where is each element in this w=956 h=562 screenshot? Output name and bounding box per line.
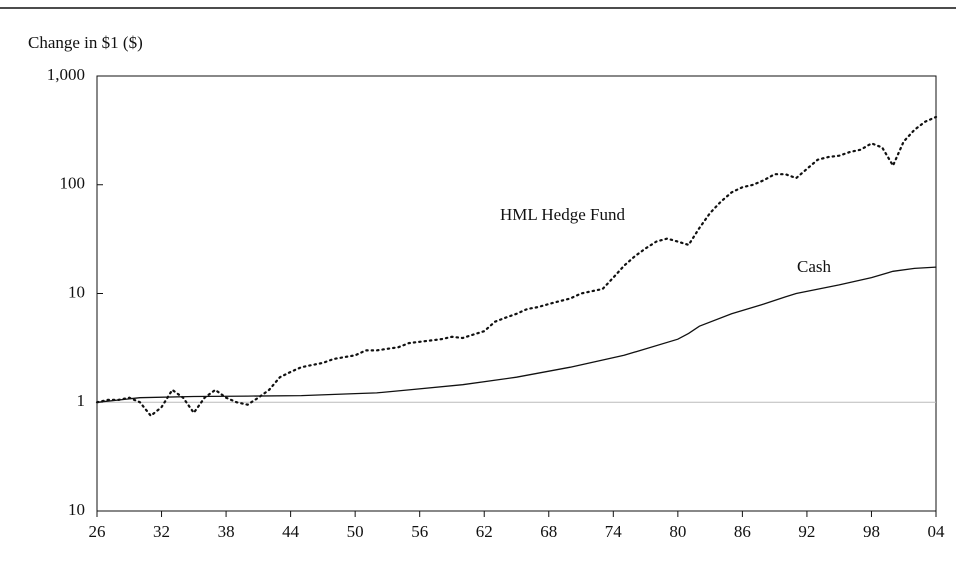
series-label: Cash (797, 257, 832, 276)
x-tick-label: 80 (669, 522, 686, 541)
x-tick-label: 86 (734, 522, 751, 541)
series-label: HML Hedge Fund (500, 205, 625, 224)
x-tick-label: 62 (476, 522, 493, 541)
series-line (95, 115, 938, 418)
x-tick-label: 98 (863, 522, 880, 541)
y-tick-label: 100 (60, 174, 86, 193)
y-axis-title: Change in $1 ($) (28, 33, 143, 52)
x-tick-label: 50 (347, 522, 364, 541)
plot-frame (96, 75, 937, 512)
x-tick-label: 68 (540, 522, 557, 541)
x-tick-label: 74 (605, 522, 623, 541)
x-tick-label: 32 (153, 522, 170, 541)
y-tick-label: 10 (68, 282, 85, 301)
y-tick-label: 1,000 (47, 65, 85, 84)
x-tick-label: 56 (411, 522, 428, 541)
x-tick-label: 26 (89, 522, 106, 541)
x-tick-label: 04 (928, 522, 946, 541)
x-tick-label: 44 (282, 522, 300, 541)
x-tick-label: 92 (798, 522, 815, 541)
y-tick-label: 10 (68, 500, 85, 519)
series-line (96, 266, 937, 403)
y-tick-label: 1 (77, 391, 86, 410)
x-tick-label: 38 (218, 522, 235, 541)
